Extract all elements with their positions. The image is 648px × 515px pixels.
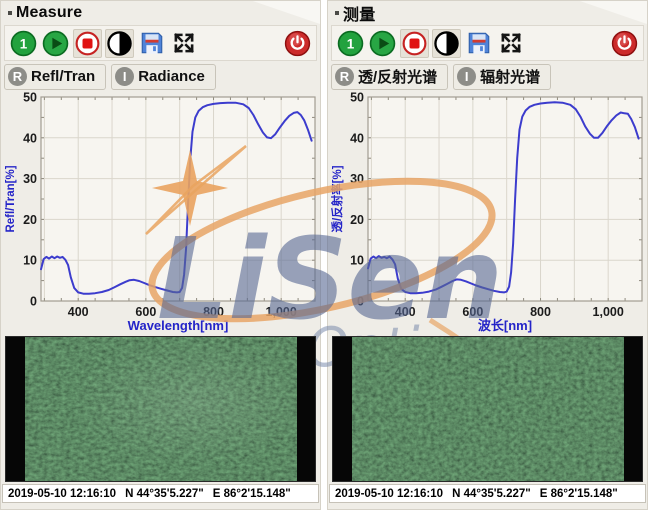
play-button[interactable] — [41, 29, 70, 58]
svg-text:20: 20 — [23, 213, 37, 227]
panel-title: Measure — [16, 3, 83, 21]
panel-title: 测量 — [343, 6, 376, 24]
save-icon — [468, 32, 489, 54]
svg-text:10: 10 — [23, 254, 37, 268]
panel-title-bar: Measure — [1, 1, 320, 24]
svg-text:透/反射率[%]: 透/反射率[%] — [331, 165, 344, 232]
measure-panel-en: Measure 1 — [0, 0, 321, 510]
status-datetime: 2019-05-10 12:16:10 — [8, 487, 117, 500]
svg-text:10: 10 — [350, 254, 364, 268]
toolbar: 1 — [4, 25, 317, 61]
svg-text:波长[nm]: 波长[nm] — [478, 318, 532, 333]
svg-text:1,000: 1,000 — [266, 305, 297, 319]
record-button[interactable] — [400, 28, 429, 58]
preset-1-button[interactable]: 1 — [336, 29, 365, 58]
tab-refl-tran[interactable]: R 透/反射光谱 — [331, 63, 449, 90]
camera-preview — [5, 336, 316, 482]
svg-text:400: 400 — [68, 305, 89, 319]
panel-title-bar: 测量 — [328, 1, 647, 24]
toolbar: 1 — [331, 25, 644, 61]
svg-text:40: 40 — [23, 131, 37, 145]
camera-preview — [332, 336, 643, 482]
tab-radiance[interactable]: I Radiance — [111, 63, 216, 90]
fullscreen-icon — [500, 33, 521, 53]
fullscreen-button[interactable] — [496, 29, 525, 58]
svg-text:600: 600 — [462, 305, 483, 319]
contrast-icon — [107, 30, 132, 56]
preset-1-icon: 1 — [337, 30, 364, 56]
fullscreen-icon — [173, 33, 194, 53]
preset-1-icon: 1 — [10, 30, 37, 56]
contrast-icon — [434, 30, 459, 56]
title-corner-decoration — [252, 1, 320, 24]
power-button[interactable] — [283, 29, 312, 58]
tab-badge: R — [335, 67, 354, 86]
status-bar: 2019-05-10 12:16:10 N 44°35'5.227" E 86°… — [329, 484, 646, 503]
svg-text:800: 800 — [203, 305, 224, 319]
play-icon — [42, 30, 69, 56]
tab-refl-tran[interactable]: R Refl/Tran — [4, 63, 107, 90]
mode-tabs: R 透/反射光谱 I 辐射光谱 — [331, 62, 644, 91]
svg-text:800: 800 — [530, 305, 551, 319]
tab-badge: I — [457, 67, 477, 86]
svg-text:0: 0 — [357, 295, 364, 309]
svg-text:40: 40 — [350, 131, 364, 145]
tab-radiance[interactable]: I 辐射光谱 — [453, 63, 552, 90]
svg-text:50: 50 — [350, 91, 364, 105]
svg-text:30: 30 — [350, 172, 364, 186]
record-button[interactable] — [73, 28, 102, 58]
svg-text:1,000: 1,000 — [593, 305, 624, 319]
power-icon — [284, 30, 311, 56]
measure-panel-zh: 测量 1 — [327, 0, 648, 510]
svg-text:Refl/Tran[%]: Refl/Tran[%] — [5, 165, 17, 232]
fullscreen-button[interactable] — [169, 29, 198, 58]
mode-tabs: R Refl/Tran I Radiance — [4, 62, 317, 91]
svg-text:1: 1 — [347, 36, 355, 51]
tab-label: 透/反射光谱 — [358, 69, 438, 86]
tab-badge: R — [8, 67, 27, 86]
tab-badge: I — [115, 67, 135, 86]
status-datetime: 2019-05-10 12:16:10 — [335, 487, 444, 500]
preset-1-button[interactable]: 1 — [9, 29, 38, 58]
svg-text:600: 600 — [135, 305, 156, 319]
svg-text:0: 0 — [30, 295, 37, 309]
tab-label: Refl/Tran — [31, 68, 96, 85]
svg-text:400: 400 — [395, 305, 416, 319]
title-marker-icon — [335, 10, 339, 15]
status-longitude: E 86°2'15.148" — [212, 487, 291, 500]
title-corner-decoration — [579, 1, 647, 24]
spectrum-chart: 400 600 800 1,000 0 10 20 30 40 50 Wavelength[nm] R… — [4, 91, 317, 334]
svg-text:Wavelength[nm]: Wavelength[nm] — [128, 318, 229, 333]
play-button[interactable] — [368, 29, 397, 58]
title-marker-icon — [8, 10, 12, 15]
tab-label: Radiance — [138, 68, 205, 85]
save-button[interactable] — [464, 29, 493, 58]
power-button[interactable] — [610, 29, 639, 58]
record-icon — [402, 31, 427, 55]
svg-text:20: 20 — [350, 213, 364, 227]
record-icon — [75, 31, 100, 55]
save-button[interactable] — [137, 29, 166, 58]
svg-text:30: 30 — [23, 172, 37, 186]
svg-text:1: 1 — [20, 36, 28, 51]
svg-text:50: 50 — [23, 91, 37, 105]
status-bar: 2019-05-10 12:16:10 N 44°35'5.227" E 86°… — [2, 484, 319, 503]
tab-label: 辐射光谱 — [480, 69, 541, 86]
spectrum-chart: 400 600 800 1,000 0 10 20 30 40 50 波长[nm] 透/反射率[%] — [330, 91, 644, 334]
grass-photo — [24, 337, 297, 481]
contrast-button[interactable] — [105, 28, 134, 58]
status-latitude: N 44°35'5.227" — [452, 487, 531, 500]
contrast-button[interactable] — [432, 28, 461, 58]
save-icon — [141, 32, 162, 54]
grass-photo — [351, 337, 624, 481]
power-icon — [611, 30, 638, 56]
status-longitude: E 86°2'15.148" — [539, 487, 618, 500]
play-icon — [369, 30, 396, 56]
status-latitude: N 44°35'5.227" — [125, 487, 204, 500]
